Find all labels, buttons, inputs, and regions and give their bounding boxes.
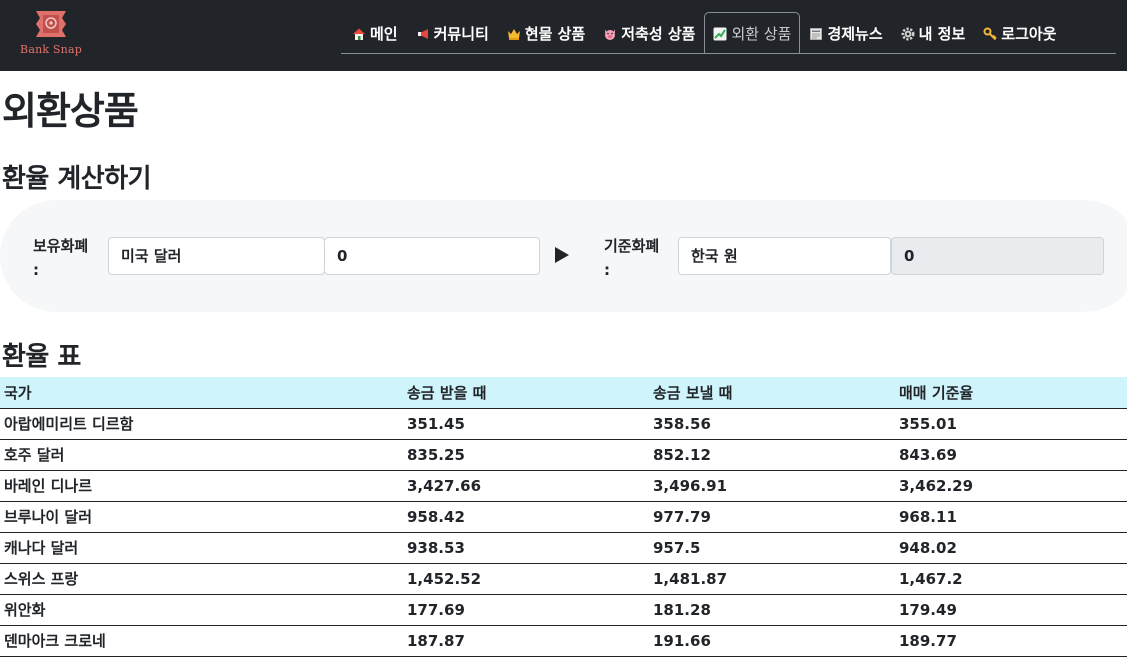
cell-country: 브루나이 달러: [0, 501, 400, 533]
from-amount-input[interactable]: 0: [324, 237, 540, 275]
table-row: 바레인 디나르 3,427.66 3,496.91 3,462.29: [0, 470, 1127, 502]
nav-item-logout[interactable]: 로그아웃: [974, 12, 1065, 54]
nav-item-main[interactable]: 메인: [343, 12, 407, 54]
cell-receive-rate: 958.42: [400, 501, 646, 533]
cell-send-rate: 3,496.91: [646, 470, 892, 502]
cell-base-rate: 1,467.2: [892, 563, 1127, 595]
calculator-section-title: 환율 계산하기: [2, 164, 152, 194]
cell-country: 캐나다 달러: [0, 532, 400, 564]
cell-base-rate: 355.01: [892, 408, 1127, 440]
to-currency-label-text: 기준화폐: [604, 237, 660, 255]
nav-label-spot-products: 현물 상품: [524, 25, 586, 43]
convert-arrow-icon: [555, 247, 569, 263]
cell-base-rate: 3,462.29: [892, 470, 1127, 502]
header-send-rate: 송금 보낼 때: [646, 377, 892, 409]
cell-country: 아랍에미리트 디르함: [0, 408, 400, 440]
nav-item-savings-products[interactable]: 저축성 상품: [594, 12, 704, 54]
cell-send-rate: 1,481.87: [646, 563, 892, 595]
exchange-calculator: 보유화폐 : 미국 달러 0 기준화폐 : 한국 원 0: [0, 200, 1127, 312]
from-currency-select[interactable]: 미국 달러: [108, 237, 325, 275]
table-row: 호주 달러 835.25 852.12 843.69: [0, 439, 1127, 471]
cell-country: 호주 달러: [0, 439, 400, 471]
brand-name: Bank Snap: [20, 43, 82, 56]
cell-base-rate: 948.02: [892, 532, 1127, 564]
to-currency-select[interactable]: 한국 원: [678, 237, 891, 275]
table-row: 브루나이 달러 958.42 977.79 968.11: [0, 501, 1127, 533]
header-base-rate: 매매 기준율: [892, 377, 1127, 409]
cell-base-rate: 968.11: [892, 501, 1127, 533]
cell-country: 바레인 디나르: [0, 470, 400, 502]
cell-send-rate: 957.5: [646, 532, 892, 564]
pig-icon: [603, 27, 617, 41]
nav-item-economic-news[interactable]: 경제뉴스: [800, 12, 891, 54]
from-currency-label-colon: :: [33, 261, 39, 279]
nav-label-main: 메인: [370, 25, 398, 43]
cell-receive-rate: 938.53: [400, 532, 646, 564]
table-row: 위안화 177.69 181.28 179.49: [0, 594, 1127, 626]
newspaper-icon: [809, 27, 823, 41]
table-row: 캐나다 달러 938.53 957.5 948.02: [0, 532, 1127, 564]
header-country: 국가: [0, 377, 400, 409]
nav-label-my-info: 내 정보: [918, 25, 966, 43]
cell-send-rate: 191.66: [646, 625, 892, 657]
cell-base-rate: 843.69: [892, 439, 1127, 471]
chart-increasing-icon: [713, 27, 727, 41]
nav-item-my-info[interactable]: 내 정보: [892, 12, 975, 54]
cell-receive-rate: 177.69: [400, 594, 646, 626]
crown-icon: [507, 27, 521, 41]
gear-icon: [901, 27, 915, 41]
cell-country: 덴마아크 크로네: [0, 625, 400, 657]
to-amount-output: 0: [891, 237, 1104, 275]
cell-receive-rate: 187.87: [400, 625, 646, 657]
to-currency-label: 기준화폐 :: [604, 234, 659, 282]
megaphone-icon: [416, 27, 430, 41]
cell-country: 위안화: [0, 594, 400, 626]
table-header-row: 국가 송금 받을 때 송금 보낼 때 매매 기준율: [0, 377, 1127, 409]
nav-label-economic-news: 경제뉴스: [827, 25, 883, 43]
to-currency-label-colon: :: [604, 261, 610, 279]
main-nav: 메인 커뮤니티 현물 상품 저축성 상품 외환 상품 경제뉴스: [343, 12, 1065, 55]
cell-send-rate: 852.12: [646, 439, 892, 471]
cell-receive-rate: 1,452.52: [400, 563, 646, 595]
from-currency-label-text: 보유화폐: [33, 237, 89, 255]
cell-receive-rate: 3,427.66: [400, 470, 646, 502]
house-icon: [352, 27, 366, 41]
cell-receive-rate: 835.25: [400, 439, 646, 471]
nav-label-savings-products: 저축성 상품: [621, 25, 696, 43]
nav-label-logout: 로그아웃: [1001, 25, 1057, 43]
table-row: 스위스 프랑 1,452.52 1,481.87 1,467.2: [0, 563, 1127, 595]
header-receive-rate: 송금 받을 때: [400, 377, 646, 409]
cell-base-rate: 189.77: [892, 625, 1127, 657]
nav-label-forex-products: 외환 상품: [731, 25, 792, 43]
cell-receive-rate: 351.45: [400, 408, 646, 440]
cell-send-rate: 358.56: [646, 408, 892, 440]
nav-item-forex-products[interactable]: 외환 상품: [704, 12, 801, 55]
exchange-rate-table: 국가 송금 받을 때 송금 보낼 때 매매 기준율 아랍에미리트 디르함 351…: [0, 377, 1127, 657]
rate-table-section-title: 환율 표: [2, 342, 81, 372]
table-row: 덴마아크 크로네 187.87 191.66 189.77: [0, 625, 1127, 657]
table-row: 아랍에미리트 디르함 351.45 358.56 355.01: [0, 408, 1127, 440]
cell-send-rate: 977.79: [646, 501, 892, 533]
page-title: 외환상품: [2, 89, 139, 133]
nav-label-community: 커뮤니티: [433, 25, 489, 43]
from-currency-label: 보유화폐 :: [33, 234, 88, 282]
top-navbar: Bank Snap 메인 커뮤니티 현물 상품 저축성 상품 외환 상품: [0, 0, 1127, 71]
bank-snap-logo-icon: [36, 11, 66, 37]
nav-tab-underline: [341, 53, 1116, 54]
cell-base-rate: 179.49: [892, 594, 1127, 626]
nav-item-spot-products[interactable]: 현물 상품: [498, 12, 594, 54]
cell-send-rate: 181.28: [646, 594, 892, 626]
nav-item-community[interactable]: 커뮤니티: [407, 12, 498, 54]
cell-country: 스위스 프랑: [0, 563, 400, 595]
key-icon: [983, 27, 997, 41]
brand-logo[interactable]: Bank Snap: [16, 8, 86, 60]
